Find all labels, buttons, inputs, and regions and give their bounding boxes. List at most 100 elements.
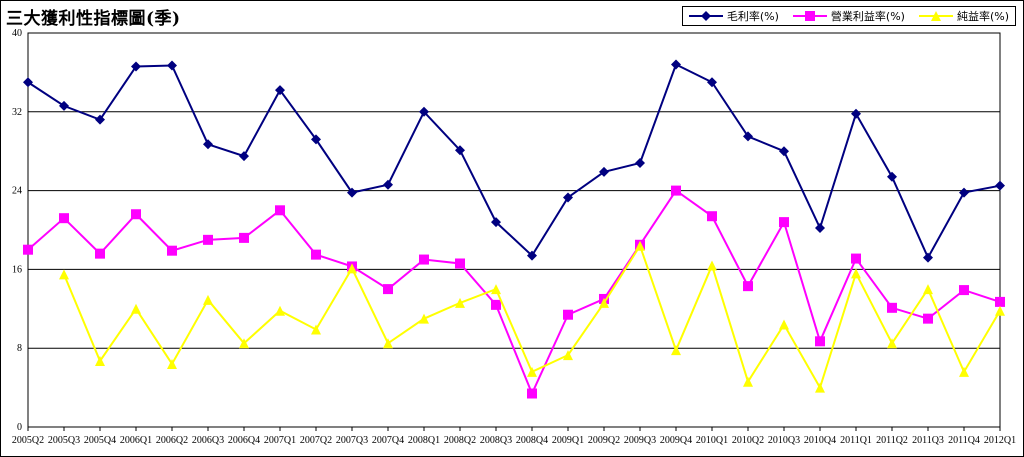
data-point-1 <box>887 302 897 313</box>
chart-title: 三大獲利性指標圖(季) <box>6 9 181 29</box>
data-point-0 <box>203 139 213 150</box>
x-tick-label: 2010Q1 <box>696 435 728 446</box>
legend-label-operating-margin: 營業利益率(%) <box>830 10 905 23</box>
data-point-0 <box>131 61 141 72</box>
data-point-1 <box>239 232 249 243</box>
data-point-0 <box>851 108 861 119</box>
x-tick-label: 2011Q4 <box>948 435 980 446</box>
data-point-1 <box>923 313 933 324</box>
data-point-2 <box>239 338 249 349</box>
data-point-0 <box>23 77 33 88</box>
x-tick-label: 2007Q2 <box>300 435 332 446</box>
series-line-0 <box>27 63 1001 260</box>
x-tick-label: 2006Q3 <box>192 435 224 446</box>
data-point-2 <box>923 284 933 295</box>
data-point-0 <box>59 100 69 111</box>
data-point-0 <box>383 179 393 190</box>
data-point-2 <box>527 366 537 377</box>
data-point-2 <box>887 338 897 349</box>
plot-area <box>27 32 1001 428</box>
data-point-2 <box>311 324 321 335</box>
data-point-0 <box>815 223 825 234</box>
x-tick-label: 2010Q2 <box>732 435 764 446</box>
x-tick-label: 2007Q3 <box>336 435 368 446</box>
data-point-1 <box>203 234 213 245</box>
data-point-1 <box>851 253 861 264</box>
x-tick-label: 2005Q4 <box>84 435 116 446</box>
x-tick-label: 2006Q4 <box>228 435 260 446</box>
data-point-0 <box>635 158 645 169</box>
data-point-0 <box>959 187 969 198</box>
data-point-1 <box>95 248 105 259</box>
x-tick-label: 2009Q4 <box>660 435 692 446</box>
series-line-2 <box>63 243 1001 391</box>
x-tick-label: 2010Q3 <box>768 435 800 446</box>
data-point-1 <box>779 217 789 228</box>
x-tick-label: 2011Q2 <box>876 435 908 446</box>
legend-item-gross-margin: 毛利率(%) <box>688 8 779 24</box>
data-point-0 <box>707 77 717 88</box>
x-tick-label: 2007Q4 <box>372 435 404 446</box>
data-point-1 <box>815 336 825 347</box>
data-point-0 <box>275 85 285 96</box>
data-point-2 <box>635 240 645 251</box>
chart-legend: 毛利率(%) 營業利益率(%) 純益率(%) <box>681 6 1016 26</box>
data-point-2 <box>59 269 69 280</box>
data-point-2 <box>599 297 609 308</box>
data-point-0 <box>743 131 753 142</box>
x-tick-label: 2008Q3 <box>480 435 512 446</box>
data-point-2 <box>779 319 789 330</box>
x-tick-label: 2008Q4 <box>516 435 548 446</box>
y-tick-label: 0 <box>17 422 22 433</box>
data-point-0 <box>167 60 177 71</box>
data-point-0 <box>779 146 789 157</box>
data-point-2 <box>167 358 177 369</box>
data-point-2 <box>815 382 825 393</box>
data-point-1 <box>275 205 285 216</box>
data-point-1 <box>995 296 1005 307</box>
x-tick-label: 2006Q2 <box>156 435 188 446</box>
data-point-1 <box>59 213 69 224</box>
data-point-1 <box>167 245 177 256</box>
data-point-1 <box>527 388 537 399</box>
legend-item-net-margin: 純益率(%) <box>918 8 1009 24</box>
data-point-2 <box>203 294 213 305</box>
data-point-0 <box>239 151 249 162</box>
legend-swatch-net-margin <box>918 11 953 21</box>
data-point-2 <box>95 356 105 367</box>
data-point-2 <box>131 303 141 314</box>
data-point-1 <box>671 185 681 196</box>
data-point-1 <box>707 211 717 222</box>
data-point-2 <box>563 350 573 361</box>
data-point-2 <box>707 260 717 271</box>
data-point-0 <box>419 106 429 117</box>
x-tick-label: 2009Q2 <box>588 435 620 446</box>
data-point-1 <box>959 285 969 296</box>
legend-swatch-gross-margin <box>688 11 723 21</box>
data-point-1 <box>383 284 393 295</box>
data-point-2 <box>491 284 501 295</box>
data-point-0 <box>95 114 105 125</box>
data-point-2 <box>347 263 357 274</box>
x-tick-label: 2006Q1 <box>120 435 152 446</box>
x-tick-label: 2012Q1 <box>984 435 1016 446</box>
x-tick-label: 2008Q1 <box>408 435 440 446</box>
data-point-1 <box>491 299 501 310</box>
data-point-2 <box>995 305 1005 316</box>
data-point-2 <box>419 313 429 324</box>
data-point-2 <box>383 338 393 349</box>
data-point-0 <box>923 252 933 263</box>
legend-label-gross-margin: 毛利率(%) <box>726 10 779 23</box>
data-point-2 <box>743 376 753 387</box>
data-point-1 <box>743 281 753 292</box>
y-tick-label: 8 <box>17 343 22 354</box>
data-point-0 <box>311 134 321 145</box>
x-tick-label: 2007Q1 <box>264 435 296 446</box>
data-point-0 <box>671 59 681 70</box>
data-point-2 <box>851 268 861 279</box>
x-tick-label: 2009Q1 <box>552 435 584 446</box>
legend-label-net-margin: 純益率(%) <box>956 10 1009 23</box>
data-point-2 <box>671 345 681 356</box>
y-tick-label: 16 <box>12 264 22 275</box>
